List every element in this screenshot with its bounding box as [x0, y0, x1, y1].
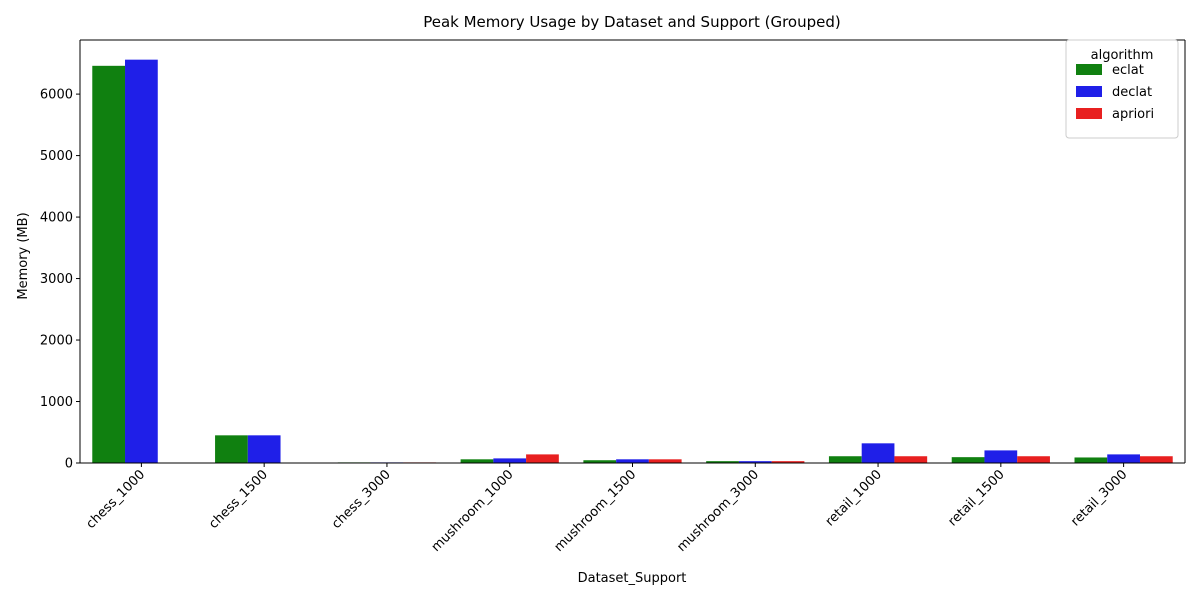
- y-tick-label-6000: 6000: [40, 88, 73, 103]
- x-tick-label-retail_1500: retail_1500: [945, 467, 1007, 529]
- x-tick-label-chess_1000: chess_1000: [84, 467, 149, 532]
- y-tick-label-3000: 3000: [40, 272, 73, 287]
- x-tick-label-mushroom_3000: mushroom_3000: [674, 467, 762, 555]
- x-axis-label: Dataset_Support: [578, 571, 687, 586]
- bar-apriori-retail_1500: [1017, 456, 1050, 463]
- legend-swatch-apriori: [1076, 108, 1102, 119]
- bar-declat-mushroom_1500: [616, 459, 649, 463]
- bar-declat-retail_3000: [1107, 454, 1140, 463]
- bar-eclat-mushroom_1000: [460, 459, 494, 463]
- legend-label-eclat: eclat: [1112, 63, 1144, 78]
- bar-eclat-mushroom_1500: [583, 460, 617, 463]
- x-axis: chess_1000 chess_1500 chess_3000 mushroom_1…: [84, 463, 1130, 555]
- bar-apriori-retail_1000: [894, 456, 928, 463]
- y-tick-label-4000: 4000: [40, 211, 73, 226]
- bar-eclat-chess_1000: [92, 65, 126, 463]
- bar-declat-mushroom_3000: [738, 461, 772, 463]
- legend-swatch-declat: [1076, 86, 1102, 97]
- bar-apriori-retail_3000: [1139, 456, 1173, 463]
- legend-swatch-eclat: [1076, 64, 1102, 75]
- y-tick-label-0: 0: [65, 457, 73, 472]
- y-axis: 0 1000 2000 3000 4000 5000 6000: [40, 88, 80, 472]
- y-tick-label-1000: 1000: [40, 395, 73, 410]
- y-axis-label: Memory (MB): [16, 212, 31, 299]
- bar-apriori-mushroom_1500: [648, 459, 682, 463]
- x-tick-label-retail_3000: retail_3000: [1068, 467, 1130, 529]
- bar-eclat-retail_3000: [1074, 457, 1108, 463]
- bar-eclat-chess_1500: [215, 435, 248, 463]
- bar-declat-chess_1000: [125, 59, 158, 464]
- bar-eclat-mushroom_3000: [706, 461, 739, 463]
- legend: algorithm eclat declat apriori: [1065, 39, 1179, 139]
- x-tick-label-retail_1000: retail_1000: [823, 467, 885, 529]
- bar-apriori-mushroom_3000: [771, 461, 805, 463]
- chart-title: Peak Memory Usage by Dataset and Support…: [423, 13, 841, 31]
- bar-declat-retail_1000: [861, 443, 895, 463]
- x-tick-label-mushroom_1000: mushroom_1000: [429, 467, 517, 555]
- y-tick-label-2000: 2000: [40, 334, 73, 349]
- bar-declat-retail_1500: [984, 450, 1018, 463]
- legend-title: algorithm: [1091, 48, 1154, 63]
- x-tick-label-chess_3000: chess_3000: [329, 467, 394, 532]
- bar-declat-chess_1500: [247, 435, 281, 463]
- x-tick-label-mushroom_1500: mushroom_1500: [552, 467, 640, 555]
- legend-label-declat: declat: [1112, 85, 1152, 100]
- bar-declat-mushroom_1000: [493, 458, 527, 463]
- bar-eclat-retail_1000: [828, 456, 862, 463]
- x-tick-label-chess_1500: chess_1500: [206, 467, 271, 532]
- y-tick-label-5000: 5000: [40, 149, 73, 164]
- legend-label-apriori: apriori: [1112, 107, 1154, 122]
- plot-area: [79, 39, 1186, 464]
- bar-eclat-retail_1500: [951, 457, 985, 463]
- bar-apriori-mushroom_1000: [526, 454, 559, 463]
